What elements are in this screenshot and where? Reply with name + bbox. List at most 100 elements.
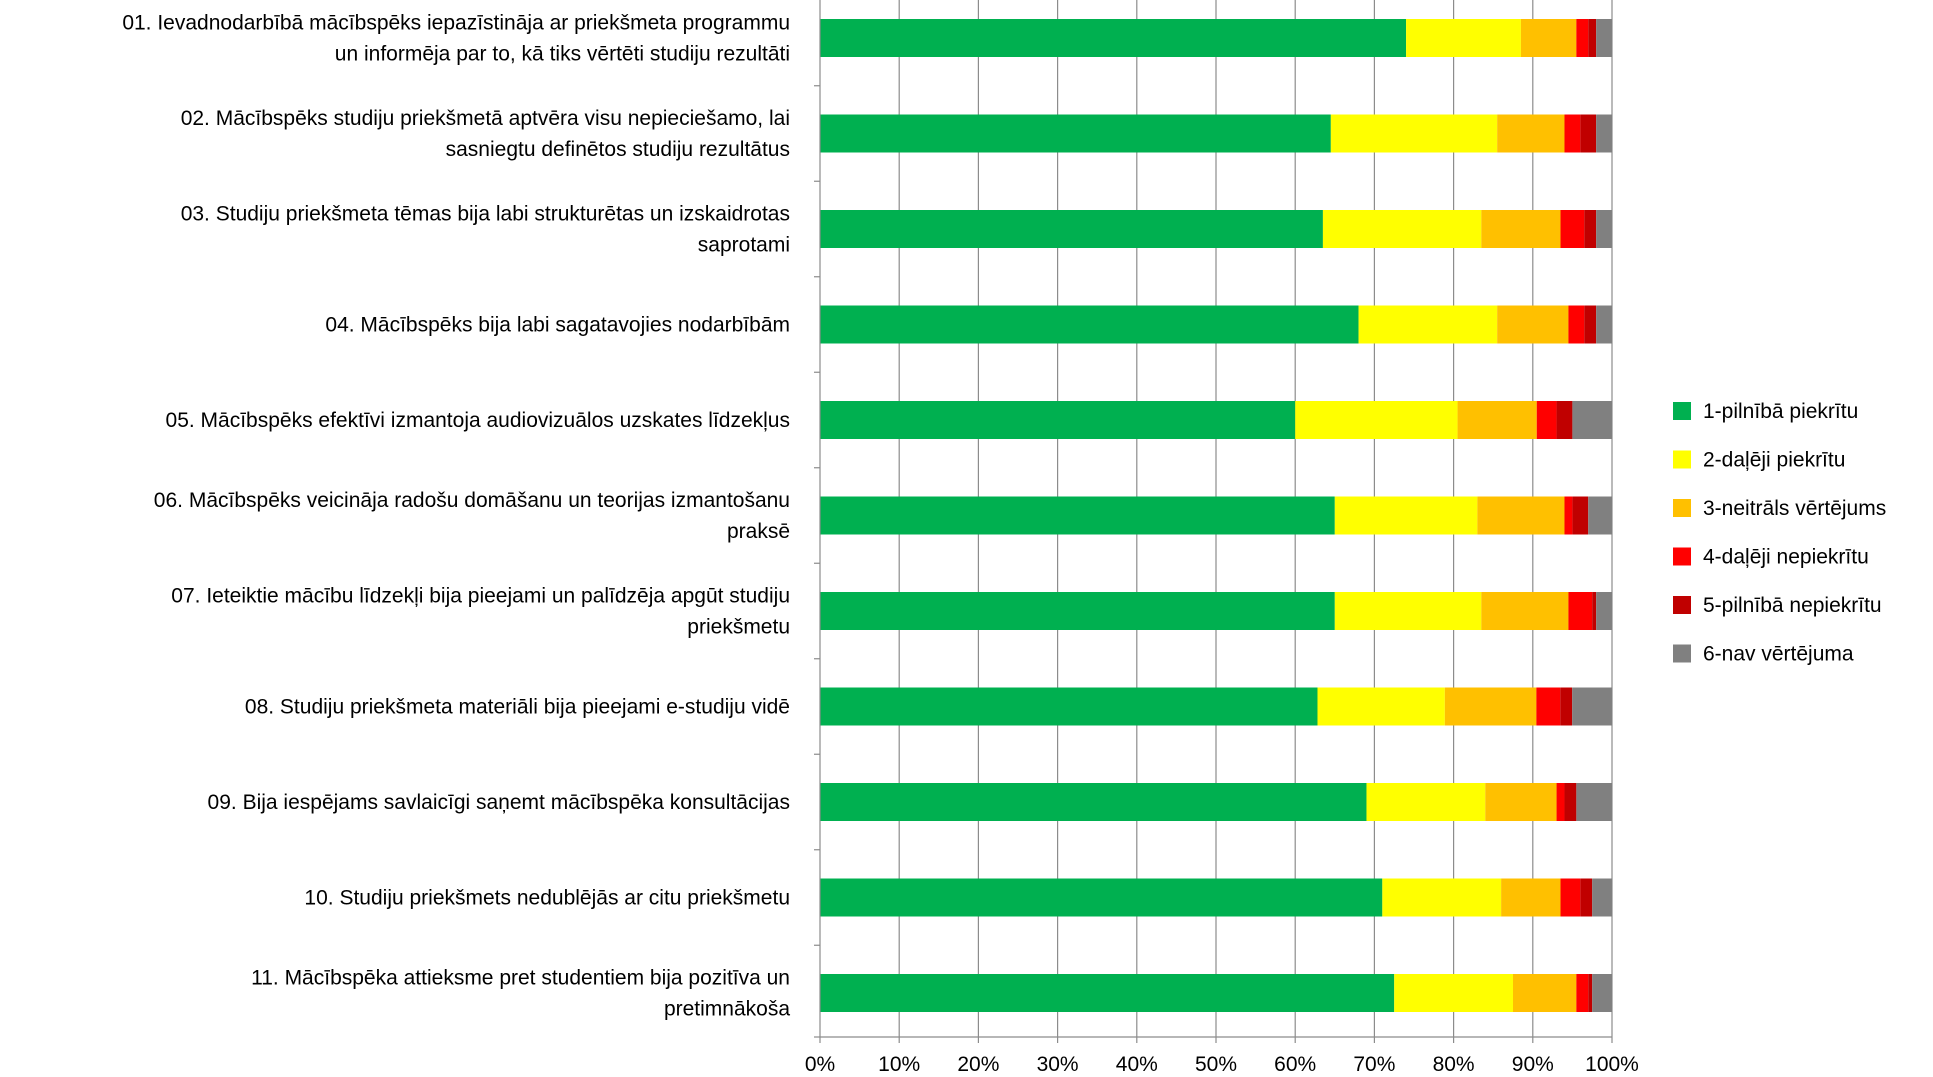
bar-segment [1592, 592, 1597, 630]
bar-segment [820, 783, 1367, 821]
x-tick-label: 50% [1195, 1053, 1237, 1076]
bar-segment [1568, 305, 1585, 344]
bar-segment [1584, 305, 1597, 344]
bar-segment [1322, 210, 1482, 248]
legend-label: 5-pilnībā nepiekrītu [1703, 594, 1882, 617]
bar-segment [1596, 19, 1612, 57]
bar-segment [1334, 592, 1482, 630]
bar-segment [1556, 401, 1573, 439]
bar-segment [1580, 114, 1597, 153]
category-label-line: 01. Ievadnodarbībā mācībspēks iepazīstin… [122, 12, 790, 35]
bar-segment [1572, 687, 1612, 726]
category-label: 06. Mācībspēks veicināja radošu domāšanu… [154, 489, 790, 543]
legend-swatch [1673, 547, 1691, 566]
category-label: 10. Studiju priekšmets nedublējās ar cit… [304, 887, 790, 910]
legend-swatch [1673, 450, 1691, 469]
axes [814, 0, 1613, 1043]
bar-segment [1592, 878, 1612, 917]
bar-segment [1596, 114, 1612, 153]
legend-label: 1-pilnībā piekrītu [1703, 400, 1858, 423]
category-label-line: 03. Studiju priekšmeta tēmas bija labi s… [181, 203, 790, 226]
category-label: 01. Ievadnodarbībā mācībspēks iepazīstin… [122, 12, 790, 66]
category-label: 03. Studiju priekšmeta tēmas bija labi s… [181, 203, 790, 257]
x-tick-label: 60% [1274, 1053, 1316, 1076]
bar-segment [1588, 974, 1593, 1012]
legend-swatch [1673, 596, 1691, 614]
bar-segment [1596, 305, 1612, 344]
x-tick-label: 20% [957, 1053, 999, 1076]
bar-segment [1576, 783, 1612, 821]
bar-segment [1572, 496, 1589, 535]
bar-segment [820, 401, 1296, 439]
category-label-line: 07. Ieteiktie mācību līdzekļi bija pieej… [171, 585, 790, 608]
legend-swatch [1673, 402, 1691, 420]
bar-segment [1330, 114, 1498, 153]
bar-segment [1556, 783, 1565, 821]
bar-segment [1295, 401, 1458, 439]
legend-swatch [1673, 499, 1691, 517]
category-label-line: un informēja par to, kā tiks vērtēti stu… [335, 43, 790, 66]
bar-segment [1477, 496, 1565, 535]
bar-segment [820, 210, 1323, 248]
bar-segment [1588, 496, 1612, 535]
bar-segment [1564, 114, 1581, 153]
x-tick-labels: 0% 10% 20% 30% 40% 50% 60% 70% 80% 90% 100% [805, 1053, 1639, 1076]
bar-segment [1580, 878, 1593, 917]
legend: 1-pilnībā piekrītu 2-daļēji piekrītu 3-nei… [1673, 400, 1886, 666]
bar-segment [1457, 401, 1537, 439]
category-label-line: 04. Mācībspēks bija labi sagatavojies no… [325, 314, 790, 337]
bar-segment [820, 114, 1331, 153]
bar-segment [1564, 783, 1577, 821]
category-label-line: pretimnākoša [664, 998, 790, 1021]
category-label: 04. Mācībspēks bija labi sagatavojies no… [325, 314, 790, 337]
bar-segment [1584, 210, 1597, 248]
bar-segment [820, 19, 1407, 57]
x-tick-label: 80% [1433, 1053, 1475, 1076]
bar-segment [820, 878, 1383, 917]
bar-segment [1497, 114, 1565, 153]
legend-label: 3-neitrāls vērtējums [1703, 497, 1886, 520]
bar-segment [1536, 401, 1557, 439]
bar-segment [1576, 974, 1589, 1012]
category-label-line: saprotami [698, 234, 790, 257]
bar-segment [1334, 496, 1478, 535]
bar-segment [820, 592, 1335, 630]
category-label-line: 09. Bija iespējams savlaicīgi saņemt māc… [208, 791, 790, 814]
bar-segment [1520, 19, 1577, 57]
category-label: 07. Ieteiktie mācību līdzekļi bija pieej… [171, 585, 790, 639]
bar-segment [1358, 305, 1498, 344]
bar-segment [820, 305, 1359, 344]
bar-segment [1406, 19, 1521, 57]
legend-label: 4-daļēji nepiekrītu [1703, 546, 1869, 569]
bar-segment [1481, 210, 1561, 248]
category-label-line: priekšmetu [687, 616, 790, 639]
x-tick-label: 90% [1512, 1053, 1554, 1076]
bar-segment [1513, 974, 1577, 1012]
bar-segment [820, 687, 1318, 726]
category-labels: 01. Ievadnodarbībā mācībspēks iepazīstin… [122, 12, 790, 1021]
category-label-line: 05. Mācībspēks efektīvi izmantoja audiov… [166, 409, 790, 432]
bar-segment [1560, 687, 1573, 726]
bar-segment [1481, 592, 1569, 630]
category-label-line: 08. Studiju priekšmeta materiāli bija pi… [245, 696, 790, 719]
bar-segment [1317, 687, 1445, 726]
legend-swatch [1673, 644, 1691, 663]
bar-segment [1576, 19, 1589, 57]
category-label: 05. Mācībspēks efektīvi izmantoja audiov… [166, 409, 790, 432]
bar-segment [1596, 210, 1612, 248]
bars [820, 19, 1612, 1012]
category-label: 11. Mācībspēka attieksme pret studentiem… [251, 967, 790, 1021]
legend-label: 6-nav vērtējuma [1703, 643, 1854, 666]
bar-segment [1572, 401, 1612, 439]
legend-label: 2-daļēji piekrītu [1703, 449, 1845, 472]
bar-segment [1592, 974, 1612, 1012]
bar-segment [1501, 878, 1561, 917]
x-tick-label: 10% [878, 1053, 920, 1076]
x-tick-label: 100% [1585, 1053, 1639, 1076]
bar-segment [1560, 210, 1585, 248]
bar-segment [1588, 19, 1597, 57]
bar-segment [1564, 496, 1573, 535]
category-label-line: 06. Mācībspēks veicināja radošu domāšanu… [154, 489, 790, 512]
bar-segment [1382, 878, 1502, 917]
